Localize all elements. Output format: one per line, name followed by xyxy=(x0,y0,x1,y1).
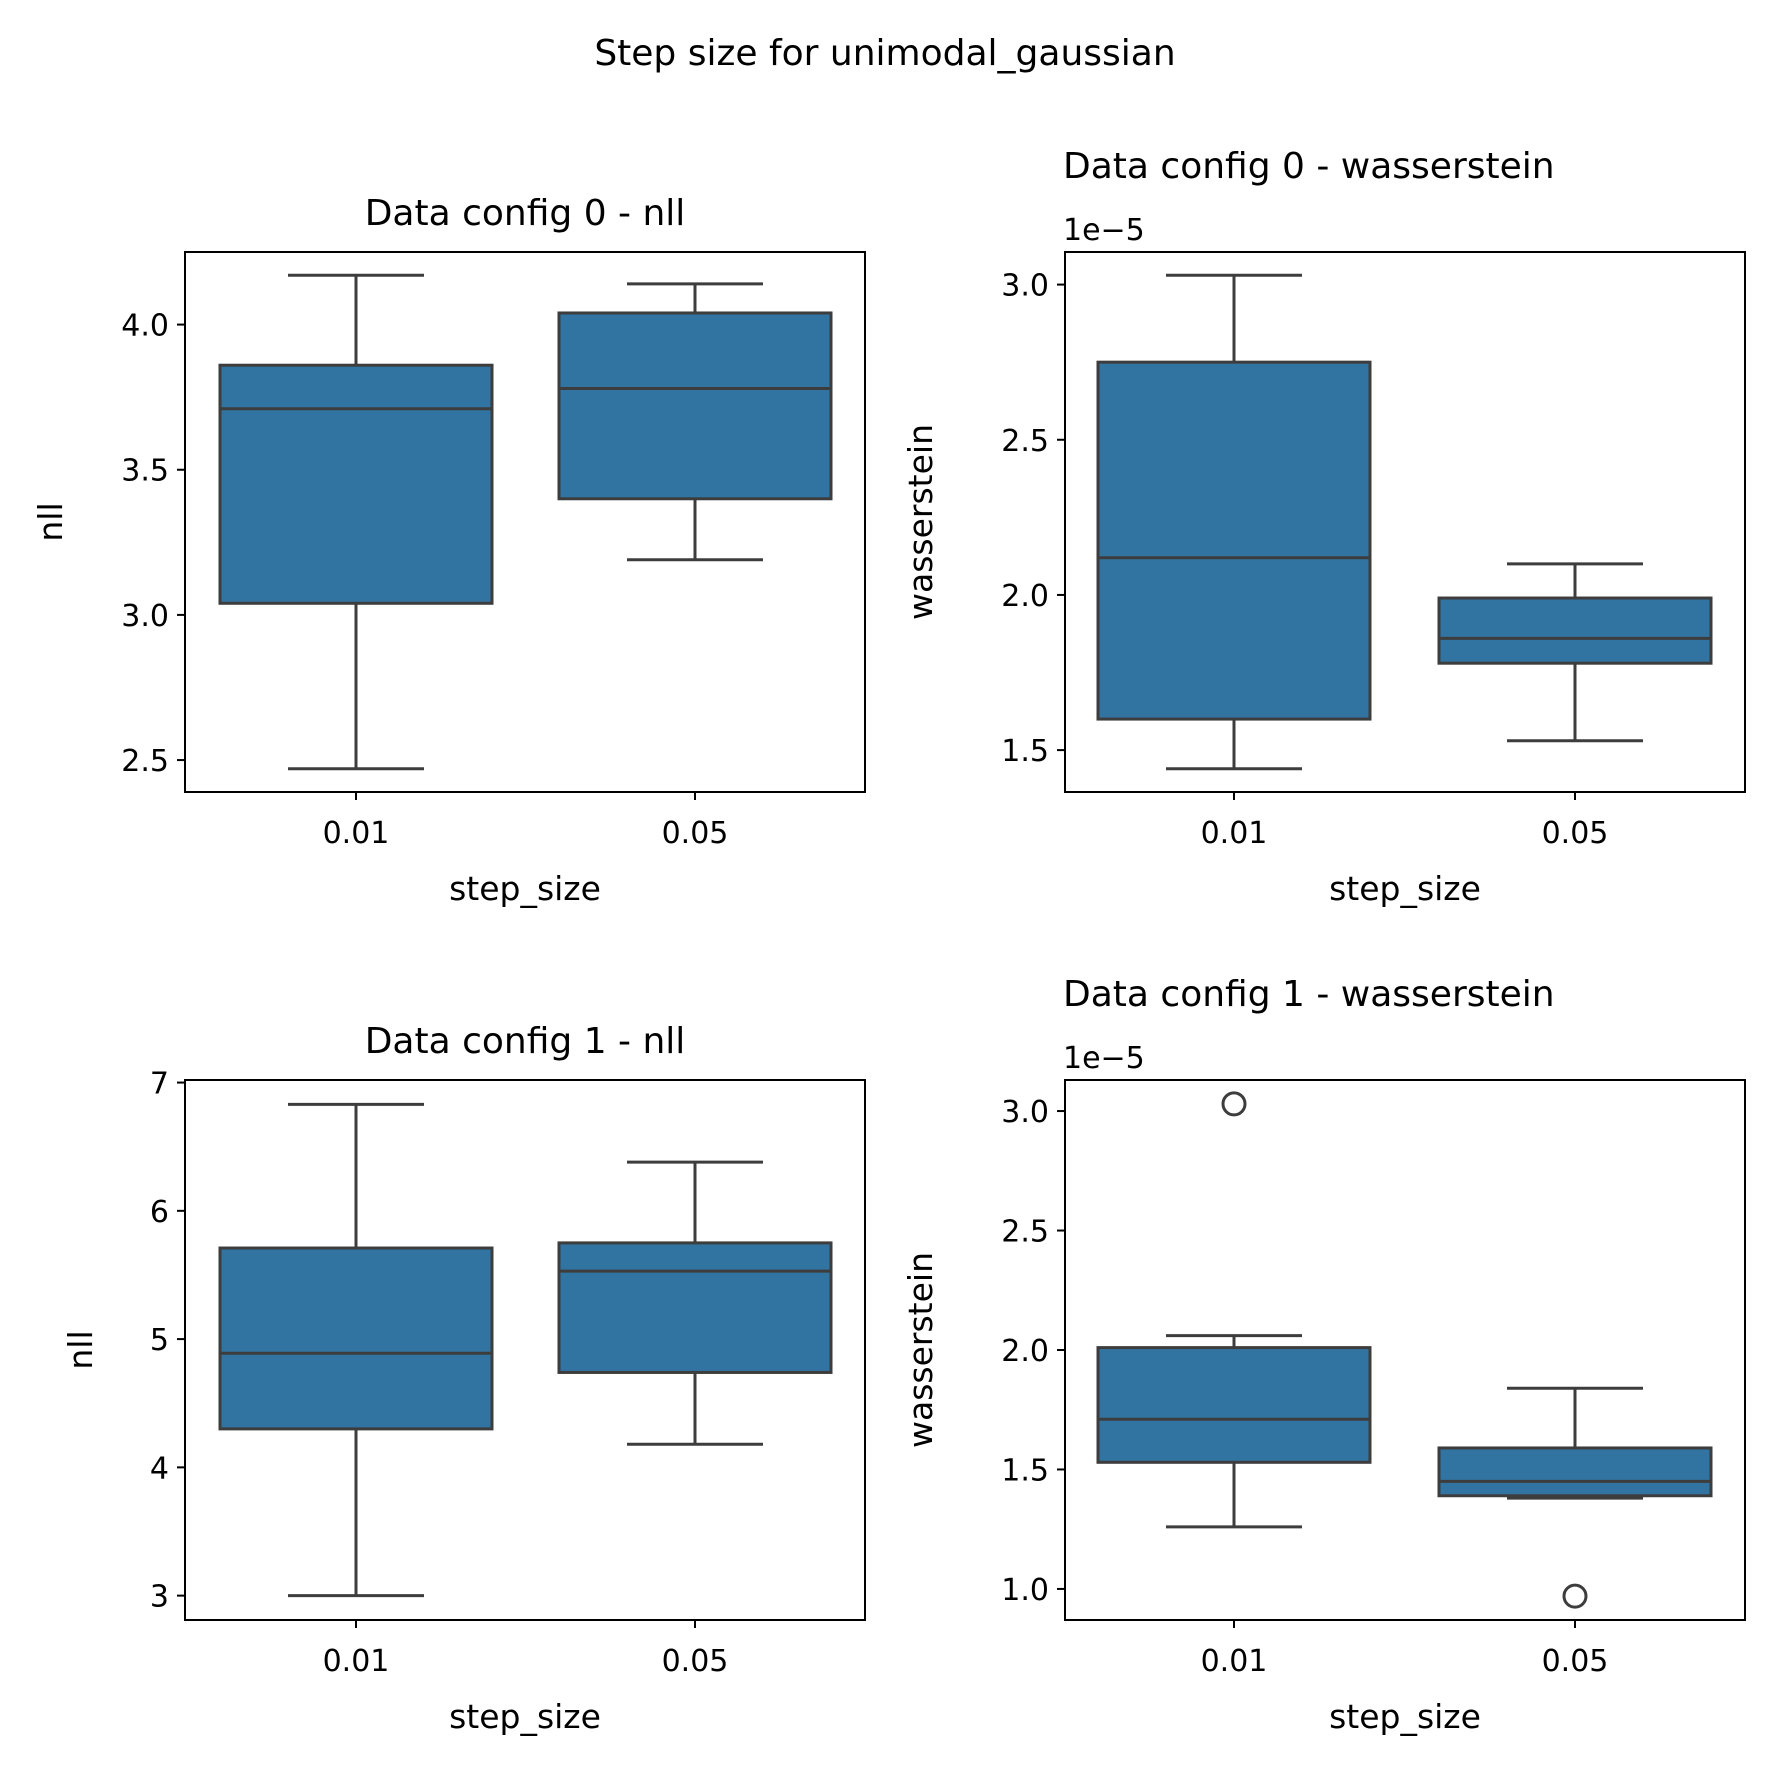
axis-offset-text: 1e−5 xyxy=(1063,1041,1145,1076)
y-tick-label: 3.5 xyxy=(121,454,169,489)
y-tick-label: 2.0 xyxy=(1001,579,1049,614)
y-tick-label: 5 xyxy=(150,1323,169,1358)
box-iqr xyxy=(557,1241,833,1374)
y-tick-label: 2.5 xyxy=(1001,424,1049,459)
y-axis-label: wasserstein xyxy=(901,424,940,620)
y-axis-label: wasserstein xyxy=(901,1252,940,1448)
subplot-title: Data config 1 - wasserstein xyxy=(1063,974,1555,1015)
x-tick-label: 0.01 xyxy=(1201,816,1268,851)
y-tick-label: 2.0 xyxy=(1001,1334,1049,1369)
box-iqr xyxy=(218,1246,494,1431)
x-axis-label: step_size xyxy=(449,1697,601,1736)
subplot-grid: Data config 0 - nll 2.5 3.0 3.5 4.0 0.01 0.05 s… xyxy=(31,146,1746,1736)
x-tick-label: 0.05 xyxy=(1542,1644,1609,1679)
y-tick-label: 3.0 xyxy=(121,599,169,634)
subplot-2: Data config 0 - wasserstein 1e−5 1.5 2.0 2.5… xyxy=(901,146,1746,908)
subplot-title: Data config 0 - nll xyxy=(365,193,686,234)
box-iqr xyxy=(1096,1346,1372,1464)
box-iqr xyxy=(1437,1446,1713,1498)
y-axis-label: nll xyxy=(61,1330,100,1369)
y-tick-label: 1.0 xyxy=(1001,1573,1049,1608)
box-0.05 xyxy=(557,282,833,562)
axes-frame xyxy=(184,1079,866,1621)
y-axis-label: nll xyxy=(31,502,70,541)
box-iqr xyxy=(1096,360,1372,721)
y-tick-label: 1.5 xyxy=(1001,1453,1049,1488)
y-tick-label: 6 xyxy=(150,1195,169,1230)
x-axis-label: step_size xyxy=(1329,1697,1481,1736)
box-iqr xyxy=(218,363,494,605)
box-iqr xyxy=(557,311,833,501)
box-0.05 xyxy=(557,1160,833,1446)
outlier-point xyxy=(1221,1091,1247,1117)
y-tick-label: 7 xyxy=(150,1067,169,1102)
x-tick-label: 0.05 xyxy=(662,816,729,851)
y-tick-label: 2.5 xyxy=(1001,1215,1049,1250)
box-0.05 xyxy=(1437,1386,1713,1609)
x-tick-label: 0.05 xyxy=(662,1644,729,1679)
x-axis-label: step_size xyxy=(1329,869,1481,908)
y-tick-label: 3.0 xyxy=(1001,269,1049,304)
subplot-3: Data config 1 - nll 3 4 5 6 7 0.01 0.05 step_siz… xyxy=(61,1021,866,1736)
y-tick-label: 4.0 xyxy=(121,309,169,344)
axes-frame xyxy=(1064,251,1746,793)
subplot-4: Data config 1 - wasserstein 1e−5 1.0 1.5 2.0… xyxy=(901,974,1746,1736)
subplot-title: Data config 1 - nll xyxy=(365,1021,686,1062)
y-tick-label: 2.5 xyxy=(121,744,169,779)
box-0.01 xyxy=(218,1102,494,1598)
box-0.01 xyxy=(1096,273,1372,771)
outlier-point xyxy=(1562,1583,1588,1609)
x-axis-label: step_size xyxy=(449,869,601,908)
x-tick-label: 0.01 xyxy=(323,1644,390,1679)
y-tick-label: 1.5 xyxy=(1001,734,1049,769)
axes-frame xyxy=(184,251,866,793)
y-tick-label: 3.0 xyxy=(1001,1095,1049,1130)
box-0.01 xyxy=(1096,1091,1372,1529)
axis-offset-text: 1e−5 xyxy=(1063,213,1145,248)
box-iqr xyxy=(1437,596,1713,665)
y-tick-label: 4 xyxy=(150,1451,169,1486)
x-tick-label: 0.01 xyxy=(323,816,390,851)
box-0.01 xyxy=(218,273,494,771)
subplot-title: Data config 0 - wasserstein xyxy=(1063,146,1555,187)
y-tick-label: 3 xyxy=(150,1580,169,1615)
box-0.05 xyxy=(1437,562,1713,743)
subplot-1: Data config 0 - nll 2.5 3.0 3.5 4.0 0.01 0.05 s… xyxy=(31,193,866,908)
axes-frame xyxy=(1064,1079,1746,1621)
x-tick-label: 0.01 xyxy=(1201,1644,1268,1679)
figure-suptitle: Step size for unimodal_gaussian xyxy=(594,33,1175,74)
x-tick-label: 0.05 xyxy=(1542,816,1609,851)
